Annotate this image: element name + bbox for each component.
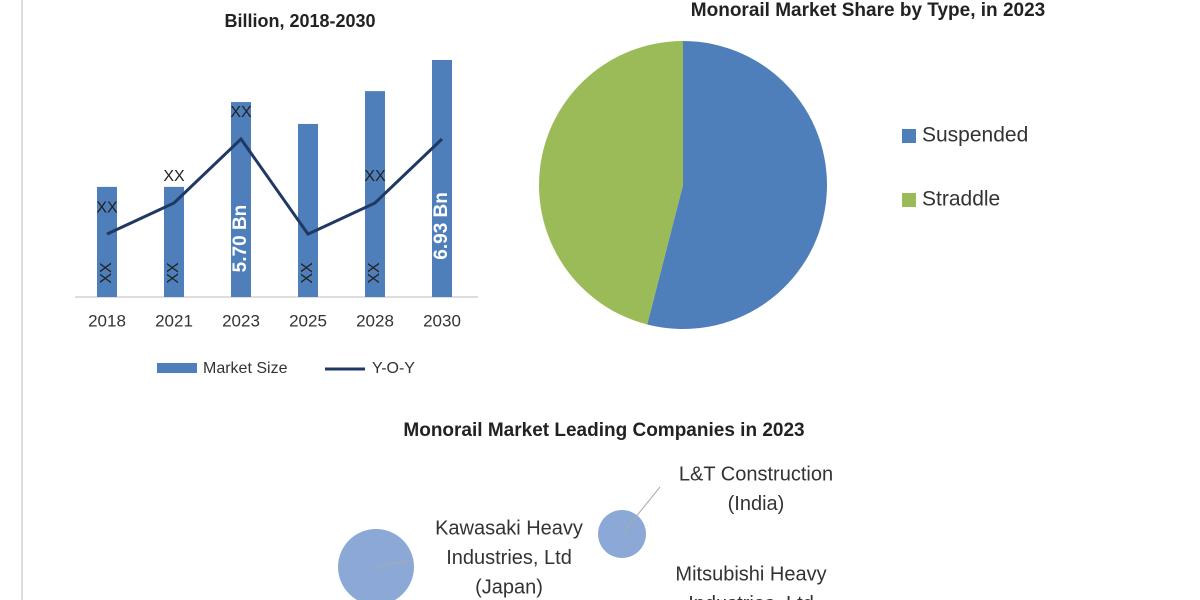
x-tick-label: 2023 bbox=[222, 311, 260, 330]
bar-label: XX bbox=[98, 262, 115, 284]
legend-swatch bbox=[902, 129, 916, 143]
bar-label: 5.70 Bn bbox=[230, 205, 251, 273]
bar bbox=[231, 102, 251, 297]
company-label: Industries, Ltd bbox=[688, 593, 814, 600]
bar-label: XX bbox=[299, 262, 316, 284]
company-label: Mitsubishi Heavy bbox=[675, 563, 826, 585]
bar-label: XX bbox=[165, 262, 182, 284]
panel-title: Monorail Market Leading Companies in 202… bbox=[403, 420, 804, 441]
x-tick-label: 2021 bbox=[155, 311, 193, 330]
bar bbox=[365, 91, 385, 297]
bar bbox=[164, 186, 184, 297]
company-label: Kawasaki Heavy bbox=[435, 517, 583, 539]
line-label: XX bbox=[364, 168, 386, 185]
leader-line bbox=[375, 559, 413, 568]
company-label: Industries, Ltd bbox=[446, 547, 572, 569]
bar bbox=[298, 123, 318, 297]
chart-title: Monorail Market Share by Type, in 2023 bbox=[691, 0, 1045, 21]
pie-slice bbox=[647, 41, 827, 329]
company-label: L&T Construction bbox=[679, 463, 833, 485]
bar-label: 6.93 Bn bbox=[431, 192, 452, 260]
line bbox=[106, 136, 444, 236]
company-label: (India) bbox=[728, 493, 785, 515]
legend-swatch bbox=[902, 193, 916, 207]
leader-line bbox=[621, 486, 661, 535]
legend-label: Straddle bbox=[922, 188, 1000, 211]
bar bbox=[97, 186, 117, 297]
legend-label: Suspended bbox=[922, 124, 1028, 147]
x-tick-label: 2018 bbox=[88, 311, 126, 330]
line-label: XX bbox=[163, 168, 185, 185]
line-label: XX bbox=[230, 104, 252, 121]
chart-title: Billion, 2018-2030 bbox=[224, 11, 375, 31]
x-tick-label: 2030 bbox=[423, 311, 461, 330]
legend-swatch bbox=[157, 363, 197, 373]
company-label: (Japan) bbox=[475, 576, 543, 598]
pie-slice bbox=[539, 41, 683, 325]
line-label: XX bbox=[96, 199, 118, 216]
legend-label: Market Size bbox=[203, 360, 288, 377]
legend-label: Y-O-Y bbox=[372, 360, 415, 377]
bar-label: XX bbox=[366, 262, 383, 284]
bar bbox=[432, 60, 452, 297]
company-bubble bbox=[338, 529, 414, 600]
x-tick-label: 2028 bbox=[356, 311, 394, 330]
x-tick-label: 2025 bbox=[289, 311, 327, 330]
